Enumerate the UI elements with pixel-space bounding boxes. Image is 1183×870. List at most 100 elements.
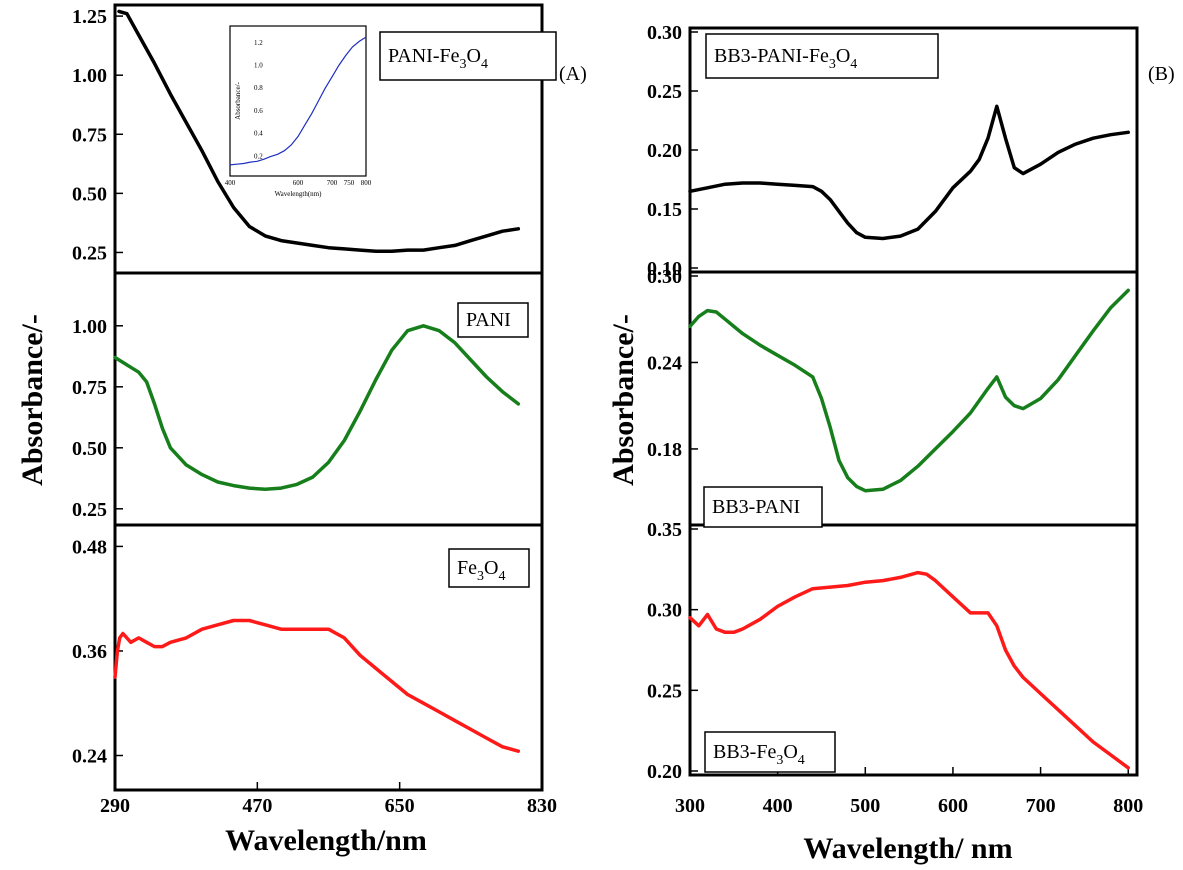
y-tick-label: 0.50 — [72, 438, 107, 460]
plot-frame — [688, 26, 1139, 777]
panel-b-xlabel: Wavelength/ nm — [803, 832, 1012, 865]
series-line — [117, 9, 521, 254]
series-line — [113, 324, 521, 492]
y-tick-label: 0.25 — [647, 81, 682, 103]
x-tick-label: 470 — [242, 795, 272, 817]
inset-x-tick-label: 600 — [293, 179, 304, 187]
x-tick-label: 500 — [850, 795, 880, 817]
panel-a-xlabel: Wavelength/nm — [225, 824, 427, 857]
inset-xlabel: Wavelength(nm) — [275, 190, 323, 198]
y-tick-label: 0.30 — [647, 22, 682, 44]
subplot-2: 0.18 0.24 0.30 BB3-PANI — [647, 266, 1130, 528]
subplot-3: 0.24 0.36 0.48 Fe3O4 — [72, 536, 530, 768]
series-label-box — [457, 302, 529, 338]
y-tick-label: 0.75 — [72, 124, 107, 146]
x-tick-label: 290 — [100, 795, 130, 817]
series-label-part: O — [836, 45, 850, 67]
series-label-box — [448, 548, 530, 588]
inset-x-tick-label: 700 — [327, 179, 338, 187]
y-tick-label: 0.20 — [647, 761, 682, 783]
series-label-part: 3 — [776, 753, 783, 768]
x-tick-label: 650 — [385, 795, 415, 817]
y-tick-label: 0.35 — [647, 519, 682, 541]
y-tick-label: 1.00 — [72, 65, 107, 87]
inset-y-tick-label: 1.0 — [254, 62, 263, 70]
series-label: PANI-Fe3O4 — [388, 45, 488, 72]
series-line — [688, 288, 1130, 493]
y-tick-label: 0.50 — [72, 183, 107, 205]
y-tick-label: 0.36 — [72, 641, 107, 663]
inset-x-tick-label: 400 — [225, 179, 236, 187]
inset-y-tick-label: 1.2 — [254, 39, 263, 47]
x-tick-label: 830 — [527, 795, 557, 817]
series-line — [113, 618, 521, 753]
series-label: BB3-PANI-Fe3O4 — [714, 45, 857, 72]
series-label-box — [704, 731, 836, 773]
y-tick-label: 0.18 — [647, 439, 682, 461]
x-tick-label: 800 — [1113, 795, 1143, 817]
series-label-part: 4 — [481, 57, 488, 72]
y-tick-label: 1.25 — [72, 6, 107, 28]
subplot-3: 0.20 0.25 0.30 0.35 BB3-Fe3O4 — [647, 519, 1130, 783]
series-label: BB3-PANI — [712, 496, 800, 518]
series-label: BB3-Fe3O4 — [713, 741, 805, 768]
series-label-part: 4 — [498, 569, 505, 584]
series-label-part: O — [783, 741, 797, 763]
inset-y-tick-label: 0.8 — [254, 84, 263, 92]
y-tick-label: 0.75 — [72, 377, 107, 399]
inset-y-tick-label: 0.4 — [254, 130, 263, 138]
series-label: PANI — [466, 309, 511, 331]
series-label-part: O — [484, 557, 498, 579]
series-label-part: 3 — [477, 569, 484, 584]
y-tick-label: 0.25 — [72, 242, 107, 264]
series-label-part: PANI — [466, 309, 511, 331]
series-label-part: 3 — [460, 57, 467, 72]
x-tick-label: 300 — [675, 795, 705, 817]
panel-a-letter: (A) — [559, 63, 587, 85]
series-label-box — [705, 33, 939, 79]
subplot-1: 0.10 0.15 0.20 0.25 0.30 BB3-PANI-Fe3O4 — [647, 22, 1130, 280]
y-tick-label: 0.25 — [647, 680, 682, 702]
series-label-part: 4 — [850, 57, 857, 72]
panel-a-ylabel: Absorbance/- — [16, 314, 49, 486]
series-line — [688, 570, 1130, 770]
y-tick-label: 0.30 — [647, 266, 682, 288]
inset-x-tick-label: 750 — [344, 179, 355, 187]
y-tick-label: 0.24 — [72, 746, 107, 768]
series-label: Fe3O4 — [457, 557, 505, 584]
panel-b-letter: (B) — [1148, 63, 1175, 85]
inset-chart: Wavelength(nm) Absorbance/- 400 600 700 750 80… — [225, 25, 372, 198]
series-label-part: BB3-Fe — [713, 741, 776, 763]
series-label-part: Fe — [457, 557, 477, 579]
x-tick-label: 600 — [938, 795, 968, 817]
x-tick-label: 400 — [763, 795, 793, 817]
series-label-box — [703, 486, 823, 528]
series-label-part: 4 — [798, 753, 805, 768]
y-tick-label: 0.10 — [647, 258, 682, 280]
inset-frame — [229, 25, 367, 177]
series-label-box — [379, 31, 557, 81]
plot-frame — [113, 3, 544, 792]
inset-y-tick-label: 0.6 — [254, 107, 263, 115]
panel-b-ylabel: Absorbance/- — [607, 314, 640, 486]
subplot-2: 0.25 0.50 0.75 1.00 PANI — [72, 302, 529, 521]
x-tick-label: 700 — [1026, 795, 1056, 817]
inset-x-tick-label: 800 — [361, 179, 372, 187]
y-tick-label: 0.15 — [647, 199, 682, 221]
series-label-part: BB3-PANI-Fe — [714, 45, 829, 67]
inset-series-line — [229, 36, 367, 166]
series-label-part: PANI-Fe — [388, 45, 460, 67]
series-label-part: O — [467, 45, 481, 67]
inset-y-tick-label: 0.2 — [254, 152, 263, 160]
y-tick-label: 0.25 — [72, 499, 107, 521]
subplot-1: 0.25 0.50 0.75 1.00 1.25 PANI-Fe3O4 Wavelength… — [72, 6, 557, 264]
panel-a: 290 470 650 8300.250.500.751.001.25PANI-Fe3… — [72, 3, 557, 817]
y-tick-label: 0.48 — [72, 536, 107, 558]
series-label-part: 3 — [829, 57, 836, 72]
series-label-part: BB3-PANI — [712, 496, 800, 518]
y-tick-label: 0.20 — [647, 140, 682, 162]
y-tick-label: 0.30 — [647, 600, 682, 622]
series-line — [688, 104, 1130, 241]
y-tick-label: 0.24 — [647, 352, 682, 374]
